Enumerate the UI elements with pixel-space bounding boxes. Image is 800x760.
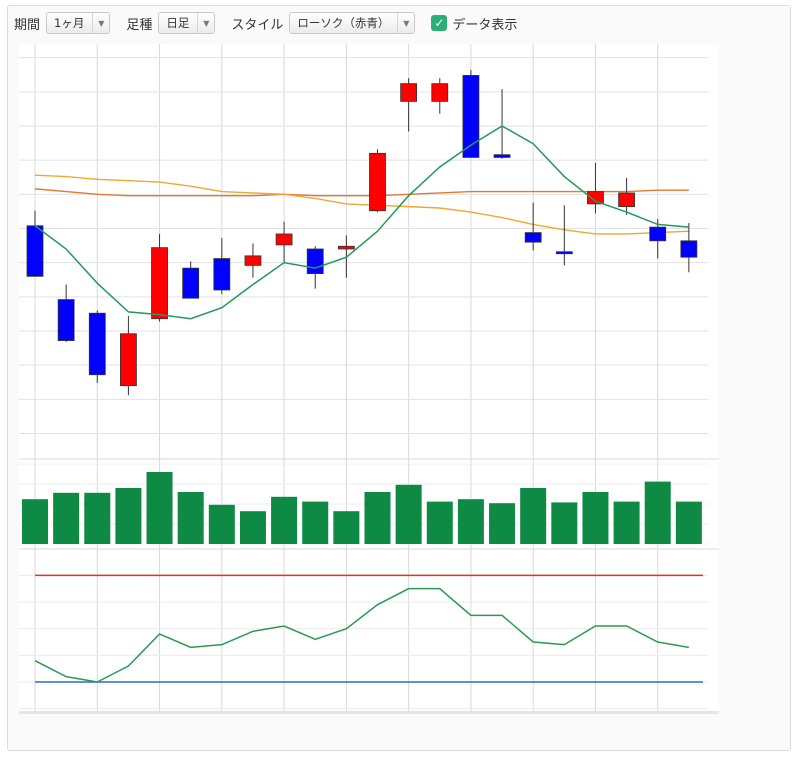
candlestick [524,202,542,251]
volume-bar [489,503,516,544]
bar-type-label: 足種 [126,17,153,33]
rsi-line [34,587,689,683]
candlestick [88,310,106,383]
volume-bar [395,484,422,544]
stock-chart: 2350232523002275225022252200217521502125… [19,44,771,731]
candle-body-up [120,333,137,387]
candle-body-down [306,248,324,275]
candle-body-down [680,240,698,258]
volume-bar [520,488,547,544]
bar-type-select[interactable]: 日足 ▼ [158,12,216,34]
candle-body-down [26,225,44,277]
candlestick [649,218,667,259]
volume-bar [457,499,484,544]
moving-average-long-line [34,188,689,197]
volume-bar [613,501,640,544]
candle-body-down [462,75,480,158]
moving-average-mid-line [34,174,689,235]
candlestick [182,261,200,299]
candlestick [400,78,418,132]
candle-body-down [649,226,667,242]
volume-bar [644,481,671,544]
period-value: 1ヶ月 [54,16,85,30]
volume-bar [333,511,360,544]
volume-bar [146,472,173,544]
show-data-label: データ表示 [452,17,518,33]
volume-bar [675,501,702,544]
moving-average-short-line [34,125,689,320]
x-axis-band [19,711,719,714]
candlestick [493,89,511,159]
volume-bar [177,492,204,544]
style-value: ローソク（赤青） [297,16,390,30]
candle-body-down [182,267,200,299]
candle-body-up [618,192,635,208]
candle-body-up [275,233,293,246]
chevron-down-icon: ▼ [397,13,414,33]
volume-bar [271,496,298,544]
candlestick [587,162,604,214]
style-select[interactable]: ローソク（赤青） ▼ [289,12,416,34]
check-icon: ✓ [434,16,445,30]
candlestick [618,177,635,215]
candle-body-up [337,245,355,250]
chevron-down-icon: ▼ [92,13,109,33]
volume-bar [208,504,235,544]
candle-body-down [213,258,231,291]
candle-body-down [88,312,106,376]
volume-bar [84,492,111,544]
candlestick [151,233,168,322]
candlestick [244,243,262,278]
candlestick [462,69,480,158]
candle-body-up [244,255,262,266]
volume-bar [364,492,391,544]
show-data-checkbox[interactable]: ✓ [431,15,448,31]
chart-area: 2350232523002275225022252200217521502125… [19,44,771,731]
volume-bar [239,511,266,544]
candlestick [369,149,386,213]
volume-bar [582,492,609,544]
candle-body-down [524,232,542,243]
candlestick [680,223,698,273]
candlestick [555,205,573,266]
candle-body-up [400,83,418,102]
candlestick [213,238,231,295]
volume-bar [115,488,142,544]
volume-bar [551,502,578,544]
volume-bar [22,499,48,544]
style-label: スタイル [231,17,284,33]
volume-bar [426,501,453,544]
candlestick [26,210,44,277]
period-label: 期間 [14,17,41,33]
candlestick [431,78,449,114]
candle-body-up [369,152,386,212]
candlestick [275,221,293,263]
candle-body-down [57,299,75,341]
candle-body-up [151,247,168,320]
candle-body-up [431,83,449,102]
bar-type-value: 日足 [166,16,190,30]
period-select[interactable]: 1ヶ月 ▼ [46,12,111,34]
chevron-down-icon: ▼ [197,13,214,33]
volume-bar [302,501,329,544]
volume-bar [53,492,80,544]
candle-body-down [555,251,573,255]
chart-toolbar: 期間 1ヶ月 ▼ 足種 日足 ▼ スタイル ローソク（赤青） ▼ ✓ データ表示 [14,10,517,36]
candlestick [120,315,137,396]
candle-body-up [587,191,604,205]
candlestick [57,284,75,342]
candle-body-down [493,154,511,158]
